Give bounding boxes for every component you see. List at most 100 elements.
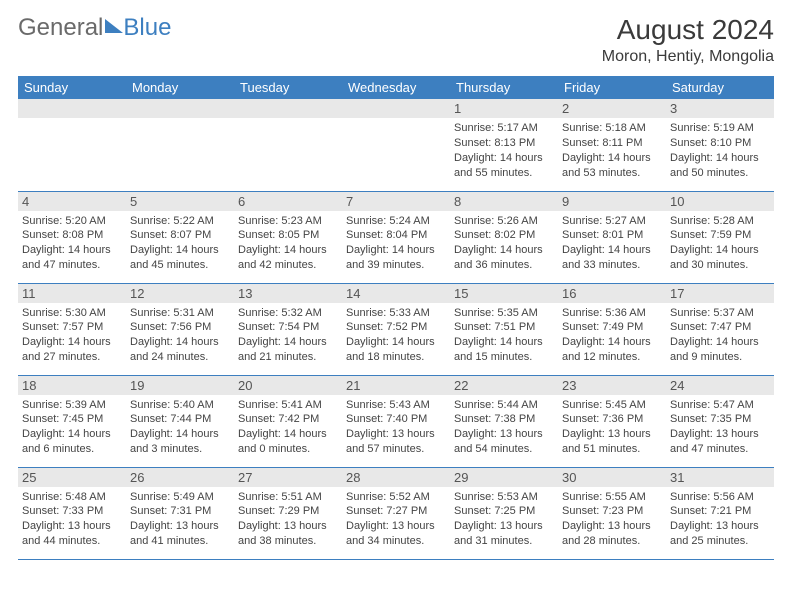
day-cell-31: 31Sunrise: 5:56 AMSunset: 7:21 PMDayligh… xyxy=(666,467,774,559)
sunrise-text: Sunrise: 5:44 AM xyxy=(454,398,554,413)
sunset-text: Sunset: 7:38 PM xyxy=(454,412,554,427)
sunset-text: Sunset: 7:21 PM xyxy=(670,504,770,519)
day-info: Sunrise: 5:40 AMSunset: 7:44 PMDaylight:… xyxy=(130,398,230,457)
day-cell-22: 22Sunrise: 5:44 AMSunset: 7:38 PMDayligh… xyxy=(450,375,558,467)
sunset-text: Sunset: 7:40 PM xyxy=(346,412,446,427)
daylight-text: Daylight: 14 hours and 9 minutes. xyxy=(670,335,770,365)
day-cell-14: 14 Sunrise: 5:33 AMSunset: 7:52 PMDayligh… xyxy=(342,283,450,375)
day-number xyxy=(234,99,342,118)
sunrise-text: Sunrise: 5:33 AM xyxy=(346,306,446,321)
sunset-text: Sunset: 7:52 PM xyxy=(346,320,446,335)
day-info: Sunrise: 5:37 AMSunset: 7:47 PMDaylight:… xyxy=(670,306,770,365)
day-cell-28: 28Sunrise: 5:52 AMSunset: 7:27 PMDayligh… xyxy=(342,467,450,559)
daylight-text: Daylight: 14 hours and 21 minutes. xyxy=(238,335,338,365)
daylight-text: Daylight: 14 hours and 45 minutes. xyxy=(130,243,230,273)
daylight-text: Daylight: 14 hours and 53 minutes. xyxy=(562,151,662,181)
week-row: 11Sunrise: 5:30 AMSunset: 7:57 PMDayligh… xyxy=(18,283,774,375)
daylight-text: Daylight: 13 hours and 28 minutes. xyxy=(562,519,662,549)
day-info: Sunrise: 5:24 AMSunset: 8:04 PMDaylight:… xyxy=(346,214,446,273)
sunset-text: Sunset: 7:35 PM xyxy=(670,412,770,427)
day-info: Sunrise: 5:41 AMSunset: 7:42 PMDaylight:… xyxy=(238,398,338,457)
logo-text-general: General xyxy=(18,14,103,42)
daylight-text: Daylight: 14 hours and 18 minutes. xyxy=(346,335,446,365)
day-number: 28 xyxy=(342,468,450,487)
day-number: 24 xyxy=(666,376,774,395)
day-info: Sunrise: 5:48 AMSunset: 7:33 PMDaylight:… xyxy=(22,490,122,549)
day-of-week-row: SundayMondayTuesdayWednesdayThursdayFrid… xyxy=(18,76,774,99)
sunrise-text: Sunrise: 5:35 AM xyxy=(454,306,554,321)
sunrise-text: Sunrise: 5:32 AM xyxy=(238,306,338,321)
day-cell-12: 12Sunrise: 5:31 AMSunset: 7:56 PMDayligh… xyxy=(126,283,234,375)
sunrise-text: Sunrise: 5:52 AM xyxy=(346,490,446,505)
sunrise-text: Sunrise: 5:24 AM xyxy=(346,214,446,229)
week-row: 25Sunrise: 5:48 AMSunset: 7:33 PMDayligh… xyxy=(18,467,774,559)
day-cell-30: 30Sunrise: 5:55 AMSunset: 7:23 PMDayligh… xyxy=(558,467,666,559)
sunrise-text: Sunrise: 5:28 AM xyxy=(670,214,770,229)
sunrise-text: Sunrise: 5:40 AM xyxy=(130,398,230,413)
day-cell-17: 17Sunrise: 5:37 AMSunset: 7:47 PMDayligh… xyxy=(666,283,774,375)
sunrise-text: Sunrise: 5:39 AM xyxy=(22,398,122,413)
dow-thursday: Thursday xyxy=(450,76,558,99)
title-block: August 2024 Moron, Hentiy, Mongolia xyxy=(602,14,774,66)
day-cell-25: 25Sunrise: 5:48 AMSunset: 7:33 PMDayligh… xyxy=(18,467,126,559)
day-cell-10: 10Sunrise: 5:28 AMSunset: 7:59 PMDayligh… xyxy=(666,191,774,283)
day-info: Sunrise: 5:39 AMSunset: 7:45 PMDaylight:… xyxy=(22,398,122,457)
day-number: 26 xyxy=(126,468,234,487)
sunrise-text: Sunrise: 5:49 AM xyxy=(130,490,230,505)
dow-wednesday: Wednesday xyxy=(342,76,450,99)
day-cell-7: 7Sunrise: 5:24 AMSunset: 8:04 PMDaylight… xyxy=(342,191,450,283)
sunrise-text: Sunrise: 5:36 AM xyxy=(562,306,662,321)
day-number: 30 xyxy=(558,468,666,487)
sunrise-text: Sunrise: 5:45 AM xyxy=(562,398,662,413)
day-info: Sunrise: 5:47 AMSunset: 7:35 PMDaylight:… xyxy=(670,398,770,457)
day-number: 16 xyxy=(558,284,666,303)
day-number: 11 xyxy=(18,284,126,303)
sunset-text: Sunset: 8:13 PM xyxy=(454,136,554,151)
day-cell-11: 11Sunrise: 5:30 AMSunset: 7:57 PMDayligh… xyxy=(18,283,126,375)
day-number: 23 xyxy=(558,376,666,395)
week-row: 18 Sunrise: 5:39 AMSunset: 7:45 PMDayligh… xyxy=(18,375,774,467)
day-number: 6 xyxy=(234,192,342,211)
dow-sunday: Sunday xyxy=(18,76,126,99)
sunset-text: Sunset: 7:44 PM xyxy=(130,412,230,427)
dow-monday: Monday xyxy=(126,76,234,99)
sunrise-text: Sunrise: 5:41 AM xyxy=(238,398,338,413)
day-number: 3 xyxy=(666,99,774,118)
sunrise-text: Sunrise: 5:17 AM xyxy=(454,121,554,136)
day-number: 10 xyxy=(666,192,774,211)
day-info: Sunrise: 5:53 AMSunset: 7:25 PMDaylight:… xyxy=(454,490,554,549)
sunset-text: Sunset: 8:05 PM xyxy=(238,228,338,243)
sunset-text: Sunset: 8:11 PM xyxy=(562,136,662,151)
day-info: Sunrise: 5:32 AMSunset: 7:54 PMDaylight:… xyxy=(238,306,338,365)
day-cell-24: 24 Sunrise: 5:47 AMSunset: 7:35 PMDayligh… xyxy=(666,375,774,467)
daylight-text: Daylight: 14 hours and 27 minutes. xyxy=(22,335,122,365)
day-number: 14 xyxy=(342,284,450,303)
daylight-text: Daylight: 13 hours and 38 minutes. xyxy=(238,519,338,549)
day-cell-26: 26 Sunrise: 5:49 AMSunset: 7:31 PMDayligh… xyxy=(126,467,234,559)
day-info: Sunrise: 5:49 AMSunset: 7:31 PMDaylight:… xyxy=(130,490,230,549)
day-info: Sunrise: 5:26 AMSunset: 8:02 PMDaylight:… xyxy=(454,214,554,273)
day-number: 18 xyxy=(18,376,126,395)
sunset-text: Sunset: 8:07 PM xyxy=(130,228,230,243)
daylight-text: Daylight: 14 hours and 24 minutes. xyxy=(130,335,230,365)
daylight-text: Daylight: 14 hours and 15 minutes. xyxy=(454,335,554,365)
day-number: 2 xyxy=(558,99,666,118)
day-number xyxy=(342,99,450,118)
day-cell-3: 3Sunrise: 5:19 AMSunset: 8:10 PMDaylight… xyxy=(666,99,774,191)
sunrise-text: Sunrise: 5:56 AM xyxy=(670,490,770,505)
sunrise-text: Sunrise: 5:43 AM xyxy=(346,398,446,413)
sunset-text: Sunset: 7:33 PM xyxy=(22,504,122,519)
sunrise-text: Sunrise: 5:20 AM xyxy=(22,214,122,229)
day-cell-6: 6Sunrise: 5:23 AMSunset: 8:05 PMDaylight… xyxy=(234,191,342,283)
day-cell-1: 1Sunrise: 5:17 AMSunset: 8:13 PMDaylight… xyxy=(450,99,558,191)
day-cell-19: 19Sunrise: 5:40 AMSunset: 7:44 PMDayligh… xyxy=(126,375,234,467)
day-number: 9 xyxy=(558,192,666,211)
day-info: Sunrise: 5:20 AMSunset: 8:08 PMDaylight:… xyxy=(22,214,122,273)
daylight-text: Daylight: 14 hours and 39 minutes. xyxy=(346,243,446,273)
sunset-text: Sunset: 8:01 PM xyxy=(562,228,662,243)
sunset-text: Sunset: 8:04 PM xyxy=(346,228,446,243)
sunset-text: Sunset: 8:10 PM xyxy=(670,136,770,151)
sunrise-text: Sunrise: 5:51 AM xyxy=(238,490,338,505)
week-row: 4Sunrise: 5:20 AMSunset: 8:08 PMDaylight… xyxy=(18,191,774,283)
day-number: 29 xyxy=(450,468,558,487)
